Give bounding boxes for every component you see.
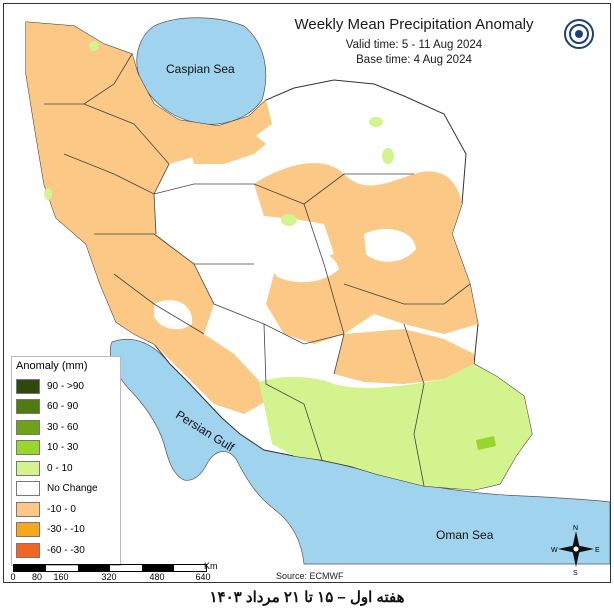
legend-swatch xyxy=(16,399,40,415)
compass-n: N xyxy=(573,525,578,532)
scale-tick-2: 160 xyxy=(53,572,69,582)
compass-rose xyxy=(558,531,594,567)
legend-label: 10 - 30 xyxy=(47,442,79,454)
legend: Anomaly (mm) 90 - >90 60 - 90 30 - 60 10 - … xyxy=(11,356,121,566)
scale-tick-1: 80 xyxy=(31,572,43,582)
anomaly-no-change xyxy=(154,190,416,330)
legend-swatch xyxy=(16,378,40,394)
legend-label: -30 - -10 xyxy=(47,524,85,536)
scale-tick-3: 320 xyxy=(101,572,117,582)
compass-w: W xyxy=(551,547,558,554)
legend-item: 60 - 90 xyxy=(16,397,116,418)
legend-swatch xyxy=(16,542,40,558)
legend-item: 10 - 30 xyxy=(16,438,116,459)
source-credit: Source: ECMWF xyxy=(276,571,344,581)
scale-tick-4: 480 xyxy=(149,572,165,582)
scale-tick-5: 640 xyxy=(195,572,211,582)
compass-e: E xyxy=(595,547,600,554)
legend-title: Anomaly (mm) xyxy=(16,360,88,372)
compass-s: S xyxy=(573,570,578,577)
footer-caption: هفته اول – ۱۵ تا ۲۱ مرداد ۱۴۰۳ xyxy=(209,589,405,606)
legend-label: 90 - >90 xyxy=(47,380,84,392)
anomaly-positive-10-30 xyxy=(476,436,496,450)
legend-label: -60 - -30 xyxy=(47,544,85,556)
legend-swatch xyxy=(16,501,40,517)
oman-sea-label: Oman Sea xyxy=(436,528,494,542)
legend-swatch xyxy=(16,460,40,476)
org-logo xyxy=(564,19,594,49)
legend-label: 0 - 10 xyxy=(47,462,73,474)
legend-item: -30 - -10 xyxy=(16,520,116,541)
scale-unit: Km xyxy=(204,561,218,571)
province-borders xyxy=(44,53,471,487)
anomaly-positive-0-10 xyxy=(44,41,532,490)
legend-swatch xyxy=(16,481,40,497)
legend-label: 60 - 90 xyxy=(47,401,79,413)
caspian-sea-label: Caspian Sea xyxy=(166,62,235,76)
legend-swatch xyxy=(16,440,40,456)
base-time: Base time: 4 Aug 2024 xyxy=(356,54,472,66)
scale-bar xyxy=(13,564,207,572)
legend-label: -10 - 0 xyxy=(47,503,76,515)
legend-label: 30 - 60 xyxy=(47,421,79,433)
map-title: Weekly Mean Precipitation Anomaly xyxy=(294,16,534,33)
legend-item: -10 - 0 xyxy=(16,499,116,520)
legend-label: No Change xyxy=(47,483,98,495)
legend-item: No Change xyxy=(16,479,116,500)
map-frame: N S E W Weekly Mean Precipitation Anomal… xyxy=(3,3,611,583)
legend-item: 90 - >90 xyxy=(16,376,116,397)
legend-swatch xyxy=(16,419,40,435)
valid-time: Valid time: 5 - 11 Aug 2024 xyxy=(345,39,483,51)
legend-item: 30 - 60 xyxy=(16,417,116,438)
caspian-sea xyxy=(136,17,267,125)
legend-item: 0 - 10 xyxy=(16,458,116,479)
scale-tick-0: 0 xyxy=(10,572,16,582)
legend-item: -60 - -30 xyxy=(16,540,116,561)
legend-swatch xyxy=(16,522,40,538)
